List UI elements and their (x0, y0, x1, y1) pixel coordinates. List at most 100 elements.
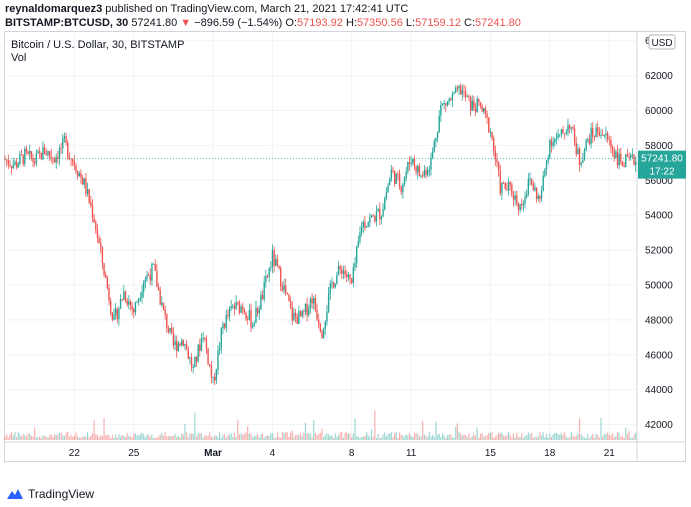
volume-bar (220, 437, 222, 440)
candle-body (213, 377, 216, 381)
volume-bar (440, 436, 442, 440)
volume-bar (299, 433, 302, 440)
volume-bar (190, 433, 193, 440)
candle-body (540, 190, 543, 199)
volume-bar (58, 432, 61, 440)
candle-body (319, 324, 322, 332)
candle-body (65, 136, 67, 143)
volume-bar (608, 435, 610, 440)
candle-body (365, 226, 368, 228)
volume-bar (323, 436, 325, 440)
volume-bar (550, 437, 553, 440)
candle-body (634, 161, 637, 165)
volume-bar (65, 432, 67, 440)
candle-body (511, 184, 513, 196)
candle-body (187, 349, 189, 359)
volume-bar (623, 437, 625, 440)
candle-body (298, 311, 300, 324)
candle-body (621, 161, 624, 166)
candle-body (483, 108, 485, 112)
candle-body (445, 103, 447, 106)
candle-body (535, 187, 538, 199)
candle-body (567, 125, 569, 133)
candle-body (554, 138, 556, 143)
volume-bar (63, 435, 66, 440)
volume-bar (263, 437, 265, 440)
volume-bar (592, 433, 594, 440)
volume-bar (425, 435, 427, 440)
volume-bar (428, 431, 430, 440)
volume-bar (412, 437, 414, 440)
volume-bar (126, 433, 128, 440)
volume-bar (72, 436, 74, 440)
volume-bar (157, 436, 160, 440)
candle-body (324, 321, 326, 329)
volume-bar (516, 432, 518, 440)
author-name[interactable]: reynaldomarquez3 (5, 3, 103, 15)
candle-body (154, 263, 156, 271)
volume-bar (405, 434, 407, 440)
volume-bar (86, 432, 89, 440)
candle-body (600, 135, 602, 136)
volume-bar (489, 432, 491, 440)
volume-bar (15, 437, 18, 440)
candle-body (615, 151, 617, 158)
volume-bar (625, 427, 627, 440)
tradingview-footer[interactable]: TradingView (6, 487, 94, 501)
volume-bar (14, 432, 16, 440)
volume-bar (555, 433, 558, 440)
x-tick-label: 21 (604, 448, 616, 459)
volume-bar (280, 437, 282, 440)
candle-body (270, 267, 272, 269)
candle-body (395, 173, 397, 184)
chart-frame[interactable] (4, 31, 686, 462)
candle-body (139, 297, 142, 299)
volume-bar (486, 435, 488, 440)
candle-body (255, 307, 257, 324)
candle-body (359, 232, 361, 242)
candle-body (233, 305, 236, 309)
candle-body (118, 308, 120, 320)
candle-body (172, 332, 175, 346)
volume-bar (22, 433, 24, 440)
candle-body (504, 183, 506, 190)
volume-bar (52, 437, 54, 440)
volume-bar (377, 433, 379, 440)
y-tick-label: 46000 (645, 350, 673, 361)
candle-body (412, 159, 414, 163)
candle-body (623, 165, 625, 168)
candle-body (108, 288, 110, 301)
candle-body (283, 285, 285, 291)
volume-bar (359, 437, 361, 440)
volume-bar (469, 437, 472, 440)
volume-bar (585, 437, 587, 440)
candle-body (537, 195, 539, 199)
candle-body (45, 154, 47, 156)
candle-body (372, 215, 374, 217)
volume-bar (621, 435, 624, 440)
candle-body (456, 87, 459, 89)
candle-body (227, 315, 229, 317)
candle-body (491, 131, 493, 139)
volume-bar (403, 436, 406, 440)
volume-bar (336, 436, 338, 440)
volume-bar (149, 436, 151, 440)
candle-body (15, 161, 18, 168)
last-price-label: 57241.80 (641, 154, 683, 165)
candle-body (453, 92, 455, 94)
volume-bar (47, 437, 49, 440)
tradingview-logo-icon (7, 489, 23, 499)
volume-bar (600, 417, 602, 440)
candle-body (327, 293, 330, 312)
candle-body (351, 278, 353, 283)
candle-body (22, 154, 24, 164)
candle-body (95, 222, 97, 231)
volume-bar (519, 436, 521, 440)
candle-body (593, 136, 596, 138)
volume-bar (186, 432, 188, 440)
volume-bar (521, 433, 523, 440)
volume-bar (260, 434, 262, 440)
volume-bar (133, 433, 135, 440)
volume-bar (298, 435, 300, 440)
